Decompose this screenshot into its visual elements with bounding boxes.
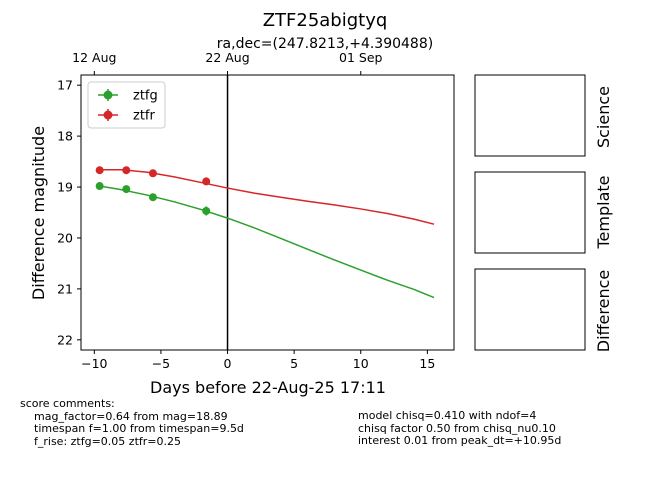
- model-comments: model chisq=0.410 with ndof=4 chisq fact…: [358, 409, 562, 448]
- difference-panel-label: Difference: [594, 270, 613, 352]
- science-panel: [474, 74, 586, 157]
- model-comment-line: interest 0.01 from peak_dt=+10.95d: [358, 434, 562, 447]
- template-panel-label: Template: [594, 175, 613, 249]
- y-tick-label: 22: [57, 332, 73, 347]
- x-axis-label: Days before 22-Aug-25 17:11: [150, 378, 386, 397]
- top-date-label: 01 Sep: [339, 50, 383, 65]
- y-tick-label: 17: [57, 78, 73, 93]
- data-point-ztfg: [122, 185, 131, 194]
- y-tick-label: 20: [57, 230, 73, 245]
- x-tick-label: 10: [353, 356, 369, 371]
- y-tick-label: 21: [57, 281, 73, 296]
- chart-subtitle: ra,dec=(247.8213,+4.390488): [217, 36, 433, 52]
- data-point-ztfg: [95, 182, 104, 191]
- x-tick-label: 0: [224, 356, 232, 371]
- score-comments: score comments: mag_factor=0.64 from mag…: [20, 397, 244, 448]
- cutout-panels: Science Template Difference: [474, 74, 613, 352]
- legend-label-ztfr: ztfr: [133, 109, 155, 124]
- data-point-ztfg: [202, 206, 211, 215]
- data-point-ztfg: [148, 193, 157, 202]
- score-comment-line: timespan f=1.00 from timespan=9.5d: [34, 422, 244, 435]
- x-tick-label: 5: [290, 356, 298, 371]
- y-tick-label: 19: [57, 180, 73, 195]
- x-tick-label: −10: [81, 356, 107, 371]
- template-panel: [474, 171, 586, 254]
- data-point-ztfr: [95, 166, 104, 175]
- data-point-ztfr: [122, 166, 131, 175]
- data-point-ztfr: [202, 177, 211, 186]
- plot-area: −10 −5 0 5 10 15 17 18 19 20 21 22 12 Aug 22 Aug 01 Se…: [57, 50, 455, 371]
- y-axis-label: Difference magnitude: [29, 126, 48, 300]
- score-comments-heading: score comments:: [20, 397, 115, 410]
- model-comment-line: model chisq=0.410 with ndof=4: [358, 409, 537, 422]
- legend-marker-ztfr: [103, 110, 113, 120]
- x-tick-label: 15: [419, 356, 435, 371]
- difference-panel: [474, 268, 586, 351]
- top-date-label: 12 Aug: [72, 50, 116, 65]
- chart-title: ZTF25abigtyq: [263, 10, 388, 31]
- legend-marker-ztfg: [103, 90, 113, 100]
- top-date-label: 22 Aug: [205, 50, 249, 65]
- model-curve-ztfg: [99, 185, 435, 299]
- legend: ztfg ztfr: [87, 81, 166, 129]
- x-tick-label: −5: [152, 356, 170, 371]
- model-comment-line: chisq factor 0.50 from chisq_nu0.10: [358, 421, 556, 435]
- science-panel-label: Science: [594, 86, 613, 148]
- score-comment-line: mag_factor=0.64 from mag=18.89: [34, 409, 228, 423]
- axes-frame: [80, 74, 455, 351]
- score-comment-line: f_rise: ztfg=0.05 ztfr=0.25: [34, 434, 181, 448]
- data-point-ztfr: [148, 169, 157, 178]
- y-tick-label: 18: [57, 129, 73, 144]
- legend-label-ztfg: ztfg: [133, 89, 158, 104]
